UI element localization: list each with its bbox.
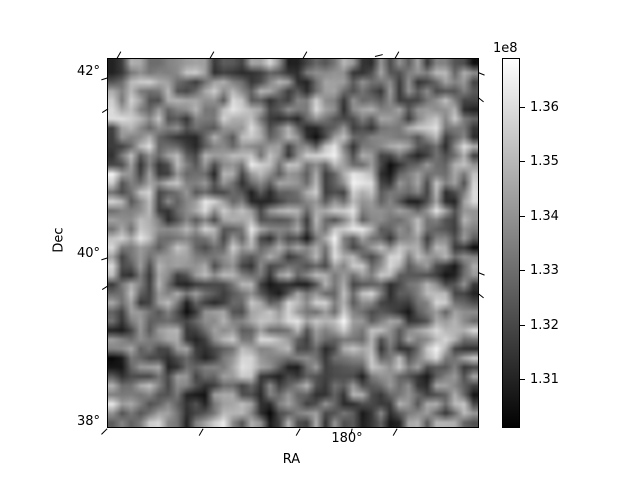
colorbar-tick-label: 1.33 xyxy=(530,263,559,278)
colorbar-tick-label: 1.35 xyxy=(530,154,559,169)
axis-tick xyxy=(295,427,301,435)
axis-tick xyxy=(374,53,383,57)
colorbar-offset-label: 1e8 xyxy=(493,41,518,56)
axis-tick xyxy=(101,427,108,434)
x-tick-label-180: 180° xyxy=(331,431,363,446)
y-axis-title: Dec xyxy=(51,227,66,253)
colorbar-tick xyxy=(520,161,525,163)
axis-tick xyxy=(392,427,398,435)
colorbar-tick xyxy=(520,379,525,381)
axes-box xyxy=(107,58,479,428)
heatmap-image xyxy=(108,59,478,427)
colorbar-tick xyxy=(520,106,525,108)
colorbar-tick xyxy=(520,324,525,326)
colorbar-tick-label: 1.34 xyxy=(530,208,559,224)
colorbar-tick xyxy=(520,215,525,217)
colorbar-tick-label: 1.36 xyxy=(530,100,559,115)
colorbar-tick xyxy=(520,270,525,272)
colorbar xyxy=(502,58,520,428)
colorbar-tick-label: 1.32 xyxy=(530,317,559,333)
axis-tick xyxy=(198,427,204,435)
y-tick-label-42: 42° xyxy=(76,64,100,79)
y-tick-label-38: 38° xyxy=(76,414,100,429)
x-axis-title: RA xyxy=(282,452,301,467)
y-tick-label-40: 40° xyxy=(76,245,100,261)
colorbar-tick-label: 1.31 xyxy=(530,372,559,387)
